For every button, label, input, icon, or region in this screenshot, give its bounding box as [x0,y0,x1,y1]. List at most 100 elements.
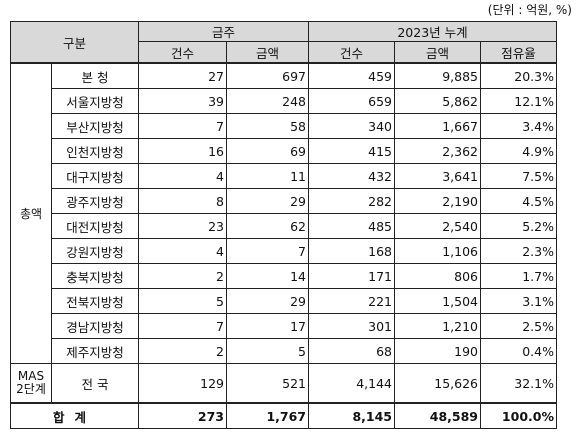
share: 12.1% [480,88,557,114]
row-name: 제주지방청 [51,338,139,364]
row-name: 대전지방청 [51,213,139,239]
ytd-amount: 3,641 [394,163,481,189]
table-row: 인천지방청 16 69 415 2,362 4.9% [11,138,557,164]
share: 1.7% [480,263,557,289]
row-name: 전북지방청 [51,288,139,314]
share: 20.3% [480,62,557,89]
ytd-amount: 806 [394,263,481,289]
week-count: 7 [138,313,227,339]
ytd-amount: 1,504 [394,288,481,314]
week-amount: 29 [226,188,309,214]
ytd-count: 282 [308,188,395,214]
total-week-amount: 1,767 [226,402,309,429]
week-count: 2 [138,263,227,289]
week-amount: 248 [226,88,309,114]
ytd-count: 171 [308,263,395,289]
row-name: 대구지방청 [51,163,139,189]
row-name: 서울지방청 [51,88,139,114]
week-amount: 29 [226,288,309,314]
week-count: 16 [138,138,227,164]
ytd-amount: 1,210 [394,313,481,339]
header-ytd: 2023년 누계 [308,21,557,42]
row-name: 경남지방청 [51,313,139,339]
unit-note: (단위 : 억원, %) [487,3,572,17]
week-amount: 11 [226,163,309,189]
row-name: 본 청 [51,62,139,89]
header-ytd-count: 건수 [308,41,395,64]
total-week-count: 273 [138,402,227,429]
table-row: 전북지방청 5 29 221 1,504 3.1% [11,288,557,314]
week-count: 8 [138,188,227,214]
share: 4.9% [480,138,557,164]
share: 32.1% [480,363,557,404]
table-row: 강원지방청 4 7 168 1,106 2.3% [11,238,557,264]
ytd-amount: 15,626 [394,363,481,404]
week-amount: 7 [226,238,309,264]
week-count: 7 [138,113,227,139]
week-amount: 14 [226,263,309,289]
header-share: 점유율 [480,41,557,64]
total-row: 합계 273 1,767 8,145 48,589 100.0% [10,402,557,429]
ytd-count: 221 [308,288,395,314]
mas-label-line2: 2단계 [16,382,46,396]
category-total: 총액 [10,62,52,364]
ytd-amount: 2,362 [394,138,481,164]
share: 3.1% [480,288,557,314]
header-week-count: 건수 [138,41,227,64]
ytd-count: 4,144 [308,363,395,404]
share: 2.5% [480,313,557,339]
table-row: 부산지방청 7 58 340 1,667 3.4% [11,113,557,139]
share: 5.2% [480,213,557,239]
ytd-amount: 190 [394,338,481,364]
table-row: 대전지방청 23 62 485 2,540 5.2% [11,213,557,239]
week-amount: 62 [226,213,309,239]
ytd-count: 68 [308,338,395,364]
ytd-count: 659 [308,88,395,114]
total-ytd-count: 8,145 [308,402,395,429]
ytd-amount: 5,862 [394,88,481,114]
week-amount: 58 [226,113,309,139]
table-row: 서울지방청 39 248 659 5,862 12.1% [11,88,557,114]
share: 2.3% [480,238,557,264]
header-this-week: 금주 [138,21,309,42]
week-amount: 69 [226,138,309,164]
share: 3.4% [480,113,557,139]
total-label: 합계 [10,402,139,429]
row-name: 충북지방청 [51,263,139,289]
table-row: 광주지방청 8 29 282 2,190 4.5% [11,188,557,214]
week-count: 4 [138,238,227,264]
ytd-count: 459 [308,62,395,89]
category-mas: MAS 2단계 [10,363,52,404]
week-amount: 5 [226,338,309,364]
ytd-amount: 1,106 [394,238,481,264]
share: 7.5% [480,163,557,189]
ytd-count: 301 [308,313,395,339]
table-row: 총액 본 청 27 697 459 9,885 20.3% [10,62,557,364]
mas-row: MAS 2단계 전 국 129 521 4,144 15,626 32.1% [10,363,557,404]
week-count: 5 [138,288,227,314]
share: 4.5% [480,188,557,214]
total-ytd-amount: 48,589 [394,402,481,429]
week-amount: 521 [226,363,309,404]
week-count: 2 [138,338,227,364]
week-count: 129 [138,363,227,404]
table-row: 제주지방청 2 5 68 190 0.4% [11,338,557,364]
ytd-count: 485 [308,213,395,239]
table-header: 구분 금주 2023년 누계 건수 금액 건수 금액 점유율 [10,21,557,64]
ytd-count: 340 [308,113,395,139]
week-count: 27 [138,62,227,89]
row-name: 전 국 [51,363,139,404]
table-row: 충북지방청 2 14 171 806 1.7% [11,263,557,289]
ytd-amount: 2,190 [394,188,481,214]
week-amount: 17 [226,313,309,339]
table-row: 대구지방청 4 11 432 3,641 7.5% [11,163,557,189]
procurement-table: 구분 금주 2023년 누계 건수 금액 건수 금액 점유율 총액 본 청 27… [10,21,557,429]
table-row: 경남지방청 7 17 301 1,210 2.5% [11,313,557,339]
total-share: 100.0% [480,402,557,429]
week-count: 4 [138,163,227,189]
ytd-amount: 1,667 [394,113,481,139]
row-name: 부산지방청 [51,113,139,139]
mas-label-line1: MAS [17,369,45,383]
ytd-count: 432 [308,163,395,189]
ytd-amount: 9,885 [394,62,481,89]
